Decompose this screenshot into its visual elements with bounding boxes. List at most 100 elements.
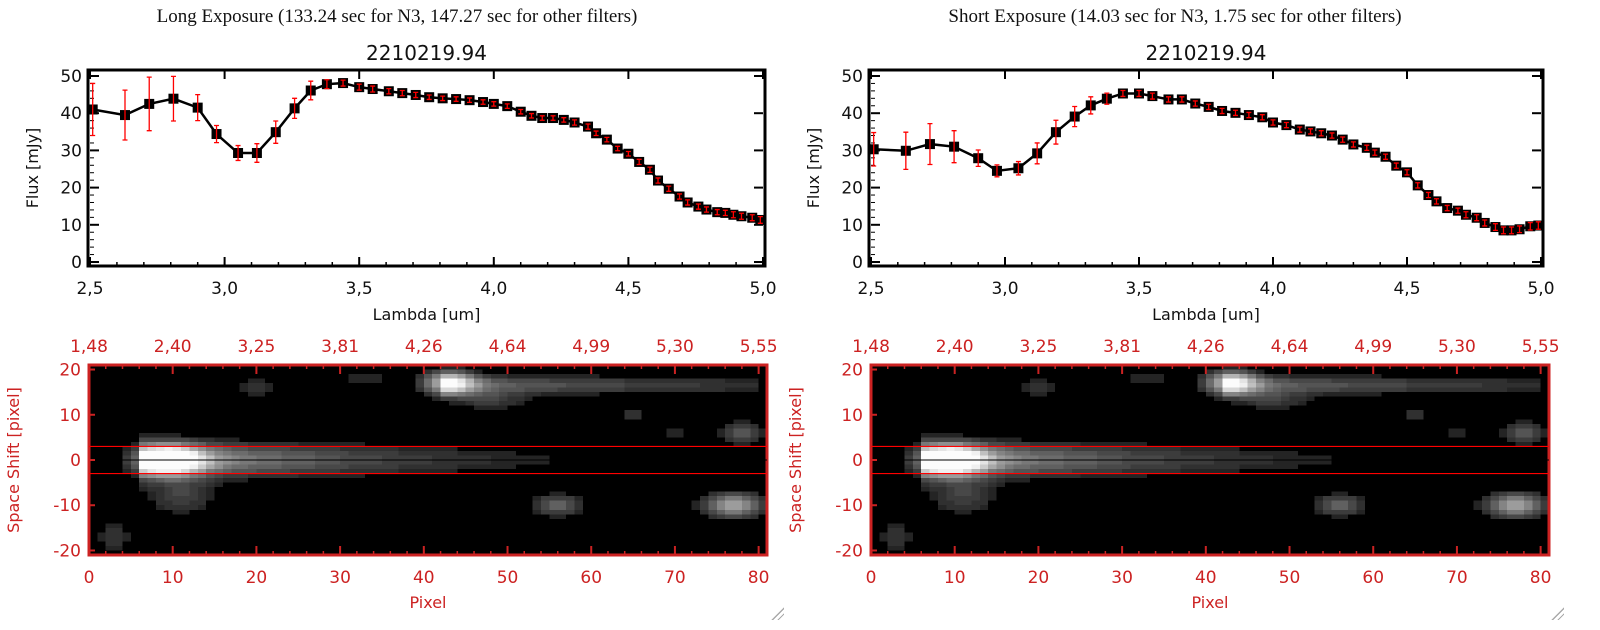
pixel-tick-label: 60 [1362,568,1384,588]
wavelength-tick-label: 2,40 [936,337,974,357]
pixel-tick-label: 60 [580,568,602,588]
wavelength-tick-label: 4,64 [1271,337,1309,357]
error-bar [722,209,728,217]
y-tick-label: 30 [60,141,82,161]
error-bar [539,115,545,121]
y-tick-label: -10 [835,496,863,516]
error-bar [413,91,419,99]
error-bar [308,80,314,101]
error-bar [528,112,534,119]
error-bar [146,76,152,132]
wavelength-tick-label: 5,55 [740,337,778,357]
error-bar [370,85,376,93]
error-bar [386,87,392,95]
error-bar [1104,92,1110,105]
error-bar [1364,144,1370,152]
error-bar [518,108,524,115]
pixel-tick-label: 70 [1446,568,1468,588]
wavelength-tick-label: 2,40 [154,337,192,357]
y-axis-label: Space Shift [pixel] [4,387,23,533]
error-bar [214,124,220,144]
error-bar [1034,142,1040,165]
y-tick-label: 20 [841,179,863,199]
wavelength-tick-label: 1,48 [852,337,890,357]
x-tick-label: 3,0 [211,279,238,299]
error-bar [1527,221,1533,231]
x-tick-label: 3,0 [991,279,1018,299]
error-bar [170,75,176,122]
error-bar [1415,182,1421,189]
error-bar [426,94,432,101]
error-bar [677,193,683,200]
error-bar [1350,141,1356,148]
error-bar [1372,149,1378,156]
plot-title: 2210219.94 [1146,41,1267,65]
error-bar [1136,89,1142,98]
error-bar [254,143,260,163]
error-bar [340,79,346,87]
y-tick-label: 40 [841,104,863,124]
error-bar [738,212,744,220]
wavelength-tick-label: 4,99 [572,337,610,357]
resize-grip-right[interactable] [1550,606,1564,620]
error-bar [757,215,763,224]
error-bar [1088,96,1094,115]
long-exposure-heading: Long Exposure (133.24 sec for N3, 147.27… [157,6,638,27]
wavelength-tick-label: 5,30 [656,337,694,357]
x-tick-label: 3,5 [1125,279,1152,299]
error-bar [550,115,556,121]
error-bar [615,145,621,152]
error-bar [1455,207,1461,214]
error-bar [1259,114,1265,121]
x-tick-label: 4,5 [615,279,642,299]
error-bar [356,83,362,91]
pixel-tick-label: 80 [1530,568,1552,588]
error-bar [1425,191,1431,199]
x-axis-label: Lambda [um] [373,305,481,324]
error-bar [1015,160,1021,176]
x-axis-label: Pixel [409,593,446,612]
error-bar [1072,105,1078,128]
y-tick-label: 30 [841,141,863,161]
y-tick-label: 10 [841,216,863,236]
pixel-tick-label: 0 [866,568,877,588]
x-tick-label: 5,0 [749,279,776,299]
error-bar [1120,89,1126,98]
error-bar [647,166,653,173]
y-tick-label: -20 [53,541,81,561]
x-tick-label: 4,0 [1259,279,1286,299]
y-tick-label: -20 [835,541,863,561]
error-bar [467,97,473,104]
error-bar [666,185,672,192]
resize-grip-left[interactable] [770,606,784,620]
error-bar [695,203,701,210]
error-bar [1283,121,1289,129]
error-bar [585,123,591,130]
error-bar [1509,226,1515,235]
error-bar [1517,225,1523,234]
pixel-tick-label: 70 [664,568,686,588]
pixel-tick-label: 50 [1279,568,1301,588]
error-bar [1474,214,1480,222]
y-tick-label: 0 [71,253,82,273]
error-bar [636,158,642,166]
error-bar [1492,223,1498,232]
error-bar [561,117,567,123]
wavelength-tick-label: 3,25 [237,337,275,357]
error-bar [655,177,661,184]
error-bar [1053,119,1059,145]
wavelength-tick-label: 4,99 [1354,337,1392,357]
y-tick-label: 20 [841,361,863,381]
error-bar [399,89,405,97]
y-tick-label: 20 [60,179,82,199]
y-tick-label: 20 [59,361,81,381]
x-tick-label: 4,5 [1393,279,1420,299]
y-tick-label: 10 [60,216,82,236]
error-bar [122,89,128,141]
error-bar [273,120,279,144]
short-exposure-heading: Short Exposure (14.03 sec for N3, 1.75 s… [948,6,1401,27]
error-bar [324,79,330,90]
y-tick-label: 50 [60,67,82,87]
